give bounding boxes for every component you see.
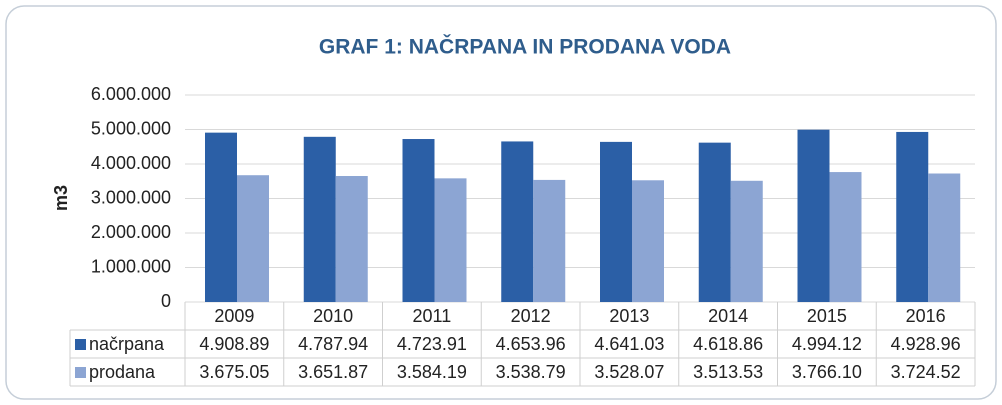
data-label: 4.723.91 xyxy=(397,334,467,354)
y-tick-label: 6.000.000 xyxy=(91,84,171,104)
bar xyxy=(797,129,830,302)
x-tick-label: 2013 xyxy=(609,306,649,326)
x-tick-label: 2014 xyxy=(708,306,748,326)
bar xyxy=(829,172,862,302)
bar xyxy=(533,179,566,302)
bar xyxy=(501,141,534,302)
data-label: 4.928.96 xyxy=(891,334,961,354)
x-tick-label: 2015 xyxy=(807,306,847,326)
x-tick-label: 2010 xyxy=(313,306,353,326)
data-label: 4.618.86 xyxy=(693,334,763,354)
data-label: 4.787.94 xyxy=(298,334,368,354)
x-tick-label: 2009 xyxy=(214,306,254,326)
bar xyxy=(730,180,763,302)
data-label: 3.513.53 xyxy=(693,362,763,382)
bar xyxy=(335,176,368,302)
bar xyxy=(632,180,664,302)
legend-label: prodana xyxy=(89,362,156,382)
data-label: 3.528.07 xyxy=(594,362,664,382)
x-tick-label: 2012 xyxy=(511,306,551,326)
legend-swatch xyxy=(75,339,86,350)
y-axis-label: m3 xyxy=(51,185,71,211)
data-label: 3.724.52 xyxy=(891,362,961,382)
y-tick-label: 2.000.000 xyxy=(91,222,171,242)
data-label: 4.641.03 xyxy=(594,334,664,354)
bar xyxy=(402,139,435,302)
data-label: 3.651.87 xyxy=(298,362,368,382)
data-label: 4.994.12 xyxy=(792,334,862,354)
bar xyxy=(896,131,929,302)
bar xyxy=(698,142,731,302)
data-label: 3.584.19 xyxy=(397,362,467,382)
data-label: 3.675.05 xyxy=(199,362,269,382)
bar xyxy=(434,178,467,302)
bar xyxy=(928,173,961,302)
data-label: 4.908.89 xyxy=(199,334,269,354)
data-label: 4.653.96 xyxy=(496,334,566,354)
legend-label: načrpana xyxy=(89,334,165,354)
y-tick-label: 4.000.000 xyxy=(91,153,171,173)
data-label: 3.766.10 xyxy=(792,362,862,382)
bar xyxy=(303,136,336,302)
bar xyxy=(205,132,237,302)
y-tick-label: 0 xyxy=(161,291,171,311)
x-tick-label: 2011 xyxy=(413,306,452,326)
x-tick-label: 2016 xyxy=(906,306,946,326)
y-tick-label: 1.000.000 xyxy=(91,256,171,276)
y-tick-label: 3.000.000 xyxy=(91,187,171,207)
bar xyxy=(600,141,632,302)
bar xyxy=(237,175,269,302)
legend-swatch xyxy=(75,367,86,378)
y-tick-label: 5.000.000 xyxy=(91,118,171,138)
chart-title: GRAF 1: NAČRPANA IN PRODANA VODA xyxy=(319,35,731,59)
data-label: 3.538.79 xyxy=(496,362,566,382)
